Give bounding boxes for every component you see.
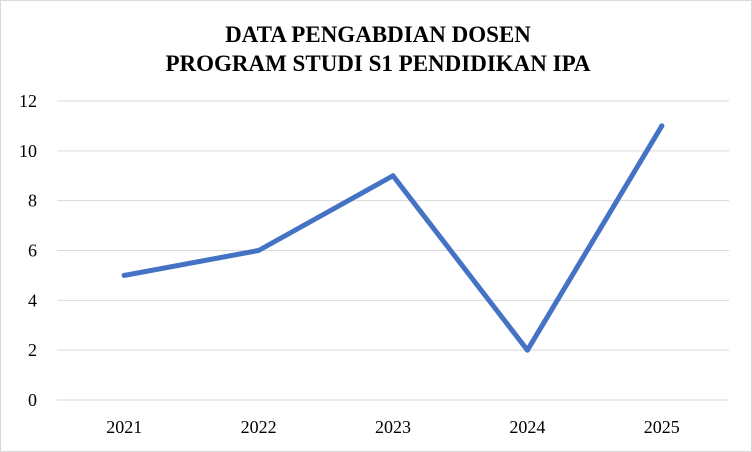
- gridlines: [57, 100, 729, 401]
- y-tick-label: 12: [19, 91, 37, 111]
- x-tick-label: 2025: [644, 417, 680, 437]
- y-tick-label: 8: [28, 191, 37, 211]
- series-line-0: [121, 123, 665, 353]
- data-point: [390, 173, 396, 179]
- x-tick-label: 2022: [241, 417, 277, 437]
- y-tick-label: 0: [28, 390, 37, 410]
- chart-title-line-1: DATA PENGABDIAN DOSEN: [225, 22, 531, 47]
- x-tick-label: 2023: [375, 417, 411, 437]
- y-tick-label: 6: [28, 241, 37, 261]
- y-tick-label: 4: [28, 290, 37, 310]
- series-group: [121, 123, 665, 353]
- y-tick-label: 2: [28, 340, 37, 360]
- y-axis-tick-labels: 0 2 4 6 8 10 12: [19, 91, 37, 410]
- data-point: [256, 248, 262, 253]
- x-tick-label: 2021: [106, 417, 142, 437]
- y-tick-label: 10: [19, 141, 37, 161]
- chart-title-line-2: PROGRAM STUDI S1 PENDIDIKAN IPA: [165, 51, 590, 76]
- data-point: [121, 272, 127, 278]
- x-tick-label: 2024: [509, 417, 545, 437]
- data-point: [524, 347, 530, 353]
- x-axis-tick-labels: 2021 2022 2023 2024 2025: [106, 417, 680, 437]
- data-point: [659, 123, 665, 129]
